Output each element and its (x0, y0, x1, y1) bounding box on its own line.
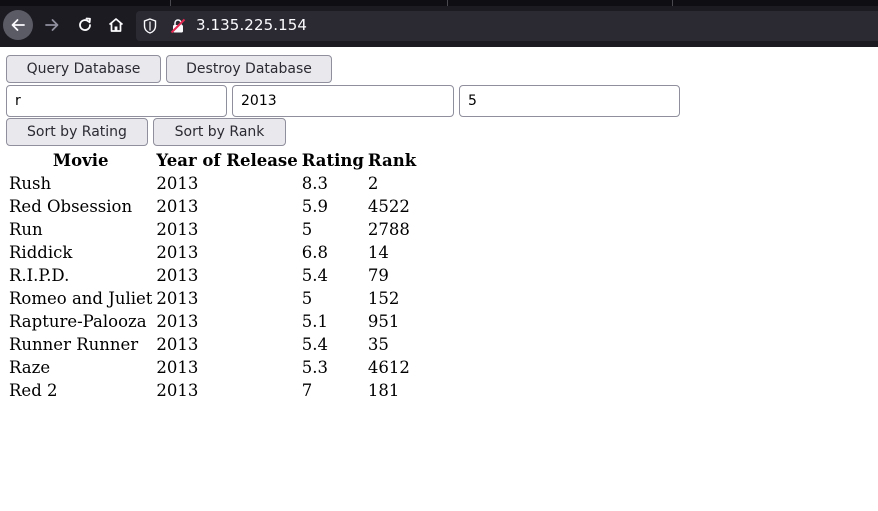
table-row: Run 2013 5 2788 (8, 218, 417, 240)
home-icon (108, 18, 124, 32)
rank-cell: 4522 (367, 196, 410, 216)
reload-button[interactable] (70, 10, 100, 40)
address-bar[interactable]: 3.135.225.154 (136, 11, 878, 41)
rating-cell: 5.3 (301, 357, 328, 377)
year-cell: 2013 (156, 334, 199, 354)
column-header-rank: Rank (367, 150, 417, 170)
year-cell: 2013 (156, 265, 199, 285)
movie-title-cell: Red 2 (9, 380, 58, 400)
year-cell: 2013 (156, 288, 199, 308)
year-cell: 2013 (156, 173, 199, 193)
arrow-right-icon (45, 19, 59, 31)
movies-table: Movie Year of Release Rating Rank Rush 20… (6, 148, 419, 402)
movie-title-cell: R.I.P.D. (9, 265, 70, 285)
sort-by-rank-button[interactable]: Sort by Rank (153, 118, 286, 146)
page-content: Query Database Destroy Database Sort by … (0, 47, 878, 511)
table-body: Rush 2013 8.3 2 Red Obsession 2013 5.9 4522 Run 2… (8, 172, 417, 401)
movie-title-cell: Riddick (9, 242, 73, 262)
limit-input[interactable] (459, 85, 680, 117)
table-row: R.I.P.D. 2013 5.4 79 (8, 264, 417, 286)
back-button[interactable] (3, 10, 33, 40)
table-row: Romeo and Juliet 2013 5 152 (8, 287, 417, 309)
rating-cell: 7 (301, 380, 313, 400)
rating-cell: 5.9 (301, 196, 328, 216)
tracking-shield-icon[interactable] (143, 18, 157, 38)
year-cell: 2013 (156, 242, 199, 262)
movie-title-cell: Red Obsession (9, 196, 133, 216)
rating-cell: 5 (301, 288, 313, 308)
year-cell: 2013 (156, 219, 199, 239)
year-cell: 2013 (156, 196, 199, 216)
year-cell: 2013 (156, 357, 199, 377)
arrow-left-icon (11, 19, 25, 31)
tab-separator (672, 0, 673, 6)
table-row: Rapture-Palooza 2013 5.1 951 (8, 310, 417, 332)
table-row: Red Obsession 2013 5.9 4522 (8, 195, 417, 217)
rank-cell: 14 (367, 242, 389, 262)
rank-cell: 152 (367, 288, 400, 308)
destroy-database-button[interactable]: Destroy Database (166, 55, 332, 83)
column-header-movie: Movie (52, 150, 109, 170)
rank-cell: 4612 (367, 357, 410, 377)
column-header-rating: Rating (301, 150, 364, 170)
rank-cell: 2788 (367, 219, 410, 239)
forward-button[interactable] (37, 10, 67, 40)
browser-toolbar: 3.135.225.154 (0, 0, 878, 47)
reload-icon (79, 17, 91, 31)
tab-separator (447, 0, 448, 6)
movie-title-cell: Run (9, 219, 43, 239)
rating-cell: 8.3 (301, 173, 328, 193)
year-input[interactable] (232, 85, 454, 117)
year-cell: 2013 (156, 380, 199, 400)
table-header-row: Movie Year of Release Rating Rank (8, 149, 417, 171)
movie-title-cell: Rapture-Palooza (9, 311, 147, 331)
query-database-button[interactable]: Query Database (6, 55, 161, 83)
rating-cell: 5.1 (301, 311, 328, 331)
url-text: 3.135.225.154 (196, 16, 308, 34)
table-row: Red 2 2013 7 181 (8, 379, 417, 401)
table-row: Raze 2013 5.3 4612 (8, 356, 417, 378)
rating-cell: 5.4 (301, 334, 328, 354)
insecure-connection-icon[interactable] (170, 18, 186, 38)
column-header-year: Year of Release (156, 150, 298, 170)
movie-title-cell: Romeo and Juliet (9, 288, 153, 308)
tab-strip (0, 0, 878, 6)
rank-cell: 951 (367, 311, 400, 331)
title-input[interactable] (6, 85, 227, 117)
movie-title-cell: Raze (9, 357, 51, 377)
movie-title-cell: Rush (9, 173, 52, 193)
rank-cell: 35 (367, 334, 389, 354)
table-row: Rush 2013 8.3 2 (8, 172, 417, 194)
movie-title-cell: Runner Runner (9, 334, 139, 354)
table-row: Runner Runner 2013 5.4 35 (8, 333, 417, 355)
rank-cell: 181 (367, 380, 400, 400)
rating-cell: 5.4 (301, 265, 328, 285)
year-cell: 2013 (156, 311, 199, 331)
rank-cell: 79 (367, 265, 389, 285)
rank-cell: 2 (367, 173, 379, 193)
sort-by-rating-button[interactable]: Sort by Rating (6, 118, 148, 146)
rating-cell: 6.8 (301, 242, 328, 262)
home-button[interactable] (101, 10, 131, 40)
table-row: Riddick 2013 6.8 14 (8, 241, 417, 263)
tab-separator (170, 0, 171, 6)
rating-cell: 5 (301, 219, 313, 239)
